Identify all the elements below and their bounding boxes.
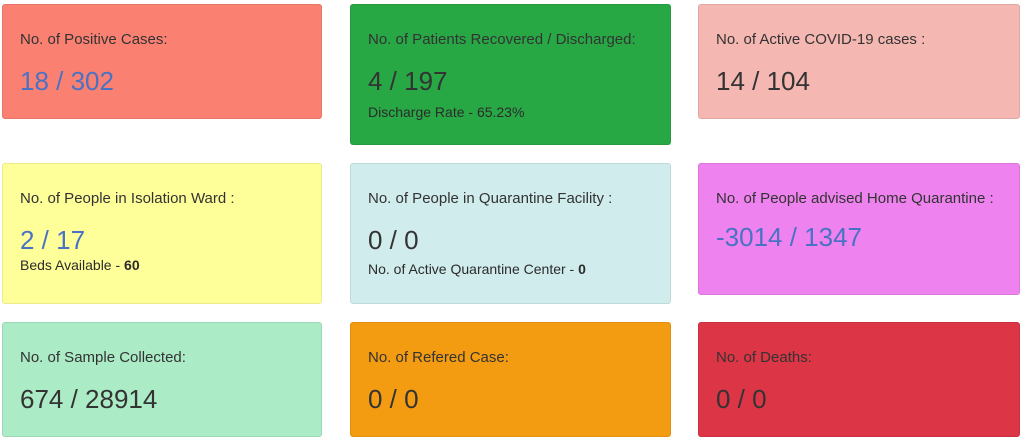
isolation-ward-label: No. of People in Isolation Ward : (20, 190, 235, 207)
refered-case-label: No. of Refered Case: (368, 349, 509, 366)
isolation-ward-value: 2 / 17 (20, 225, 86, 255)
beds-available-label: Beds Available - (20, 257, 125, 273)
recovered-card: No. of Patients Recovered / Discharged: … (350, 4, 671, 145)
quarantine-facility-label: No. of People in Quarantine Facility : (368, 190, 613, 207)
active-cases-value: 14 / 104 (716, 66, 810, 96)
discharge-rate-label: Discharge Rate - (368, 104, 477, 120)
deaths-card: No. of Deaths: 0 / 0 (698, 322, 1020, 437)
home-quarantine-value: -3014 / 1347 (716, 222, 863, 252)
beds-available-value: 60 (124, 257, 140, 273)
active-quarantine-center: No. of Active Quarantine Center - 0 (368, 261, 652, 278)
deaths-value: 0 / 0 (716, 384, 767, 414)
recovered-value: 4 / 197 (368, 66, 448, 96)
samples-collected-card: No. of Sample Collected: 674 / 28914 (2, 322, 322, 437)
discharge-rate-value: 65.23% (476, 104, 525, 120)
refered-case-value: 0 / 0 (368, 384, 419, 414)
beds-available: Beds Available - 60 (20, 257, 303, 274)
recovered-label: No. of Patients Recovered / Discharged: (368, 31, 636, 48)
samples-collected-label: No. of Sample Collected: (20, 349, 186, 366)
discharge-rate: Discharge Rate - 65.23% (368, 104, 652, 121)
deaths-label: No. of Deaths: (716, 349, 812, 366)
active-quarantine-center-value: 0 (578, 261, 586, 277)
positive-cases-value: 18 / 302 (20, 66, 114, 96)
active-quarantine-center-label: No. of Active Quarantine Center - (368, 261, 579, 277)
isolation-ward-card: No. of People in Isolation Ward : 2 / 17… (2, 163, 322, 304)
active-cases-label: No. of Active COVID-19 cases : (716, 31, 926, 48)
positive-cases-card: No. of Positive Cases: 18 / 302 (2, 4, 322, 119)
positive-cases-label: No. of Positive Cases: (20, 31, 168, 48)
home-quarantine-card: No. of People advised Home Quarantine : … (698, 163, 1020, 295)
quarantine-facility-value: 0 / 0 (368, 225, 419, 255)
active-cases-card: No. of Active COVID-19 cases : 14 / 104 (698, 4, 1020, 119)
home-quarantine-label: No. of People advised Home Quarantine : (716, 190, 994, 207)
quarantine-facility-card: No. of People in Quarantine Facility : 0… (350, 163, 671, 304)
refered-case-card: No. of Refered Case: 0 / 0 (350, 322, 671, 437)
samples-collected-value: 674 / 28914 (20, 384, 158, 414)
